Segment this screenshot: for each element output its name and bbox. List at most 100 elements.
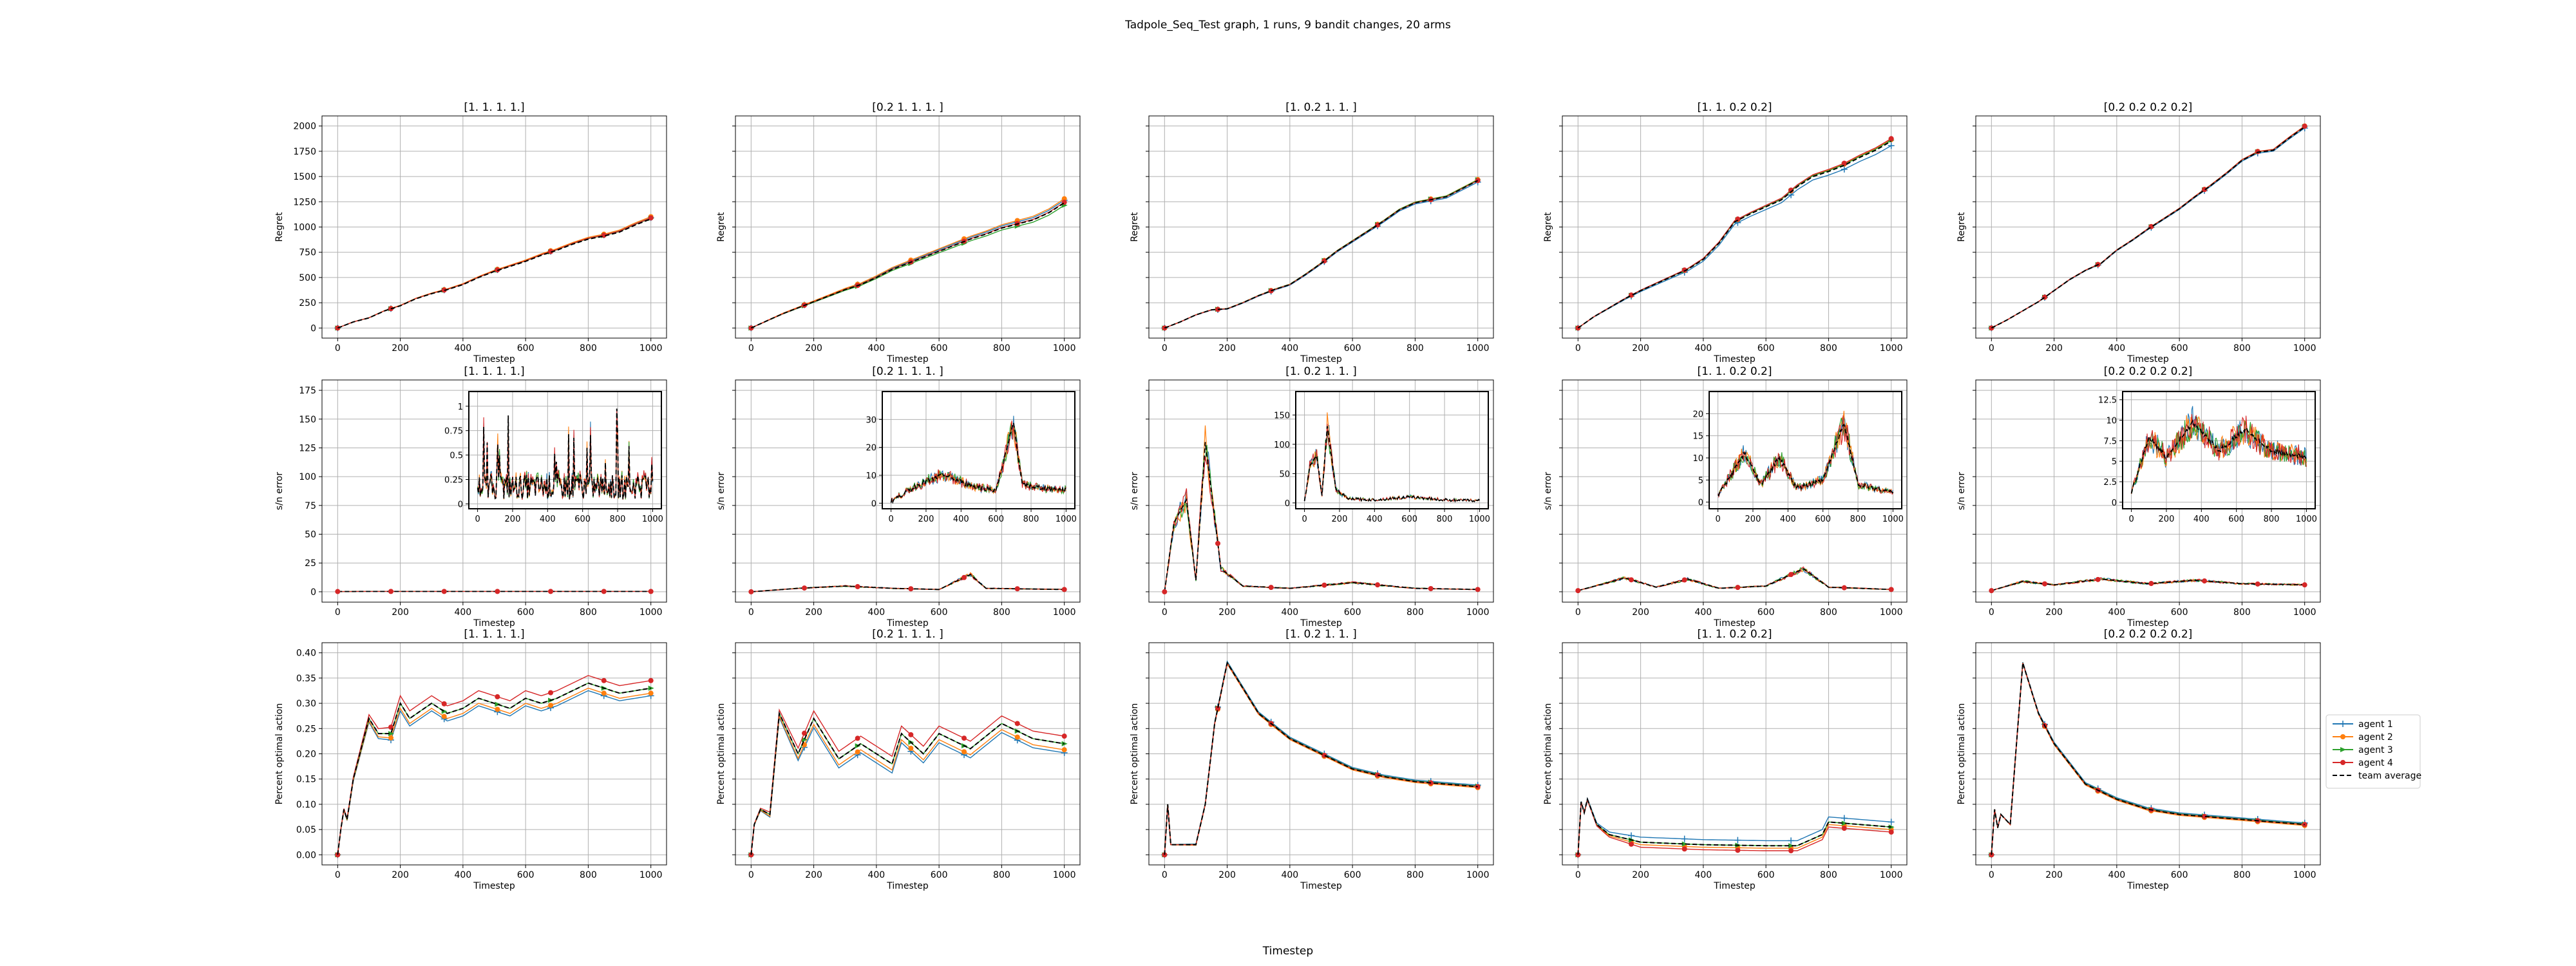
- panel-r2-c1-series-agent-4-marker: [441, 589, 447, 594]
- panel-r3-c2-series-agent-2-marker: [1061, 747, 1067, 753]
- panel-r2-c1-inset-y-tick-label: 1: [458, 402, 463, 412]
- panel-r2-c4-y-label: s/n error: [1543, 472, 1553, 510]
- panel-r2-c2-x-label: Timestep: [886, 618, 929, 629]
- panel-r3-c1-x-tick-label: 800: [580, 870, 597, 880]
- panel-r3-c2-series-agent-2-marker: [1014, 734, 1020, 740]
- panel-r3-c4-x-tick-label: 200: [1632, 870, 1649, 880]
- panel-r3-c1-series-team-average: [337, 682, 651, 855]
- panel-r2-c3-inset-y-tick-label: 100: [1274, 440, 1290, 450]
- panel-r2-c2-inset-x-tick-label: 200: [918, 515, 934, 524]
- panel-r1-c1-y-tick-label: 1500: [293, 172, 316, 182]
- panel-r3-c2-series-agent-3-marker: [802, 737, 808, 743]
- panel-r2-c4-inset-series-agent-4: [1718, 415, 1893, 498]
- panel-r3-c4-y-label: Percent optimal action: [1543, 703, 1553, 805]
- legend-marker-1: [2340, 721, 2346, 727]
- panel-r1-c2-y-label: Regret: [716, 212, 726, 242]
- panel-r2-c4-inset-y-tick-label: 5: [1698, 476, 1703, 486]
- panel-r2-c3-inset-y-tick-label: 50: [1279, 469, 1290, 479]
- panel-r3-c2-x-tick-label: 600: [931, 870, 948, 880]
- panel-r2-c5-inset-y-tick-label: 2.5: [2103, 478, 2117, 488]
- panel-r1-c1-x-tick-label: 400: [454, 343, 471, 354]
- panel-r2-c5-inset-y-tick-label: 12.5: [2098, 396, 2117, 406]
- panel-r2-c4-inset-y-tick-label: 15: [1692, 432, 1703, 442]
- panel-r3-c2-series-agent-2-marker: [908, 745, 914, 751]
- panel-r3-c2-x-tick-label: 800: [993, 870, 1010, 880]
- panel-r1-c4-series-agent-4-marker: [1681, 267, 1687, 273]
- panel-r2-c1-inset-y-tick-label: 0.5: [450, 451, 463, 461]
- panel-r1-c1-y-tick-label: 2000: [293, 122, 316, 132]
- panel-r2-c2-y-label: s/n error: [716, 472, 726, 510]
- panel-r3-c2-x-tick-label: 0: [748, 870, 754, 880]
- panel-r3-c1-series-agent-4-marker: [441, 701, 447, 706]
- panel-r2-c1-inset-y-tick-label: 0: [458, 500, 463, 509]
- legend-label-5: team average: [2358, 771, 2421, 781]
- panel-r2-c5-series-agent-4-marker: [2148, 581, 2154, 587]
- panel-r1-c5-y-label: Regret: [1956, 212, 1967, 242]
- panel-r3-c5-y-label: Percent optimal action: [1956, 703, 1967, 805]
- panel-r2-c4-x-tick-label: 600: [1757, 607, 1775, 618]
- panel-r3-c5-x-tick-label: 400: [2108, 870, 2125, 880]
- panel-r3-c1-y-tick-label: 0.30: [296, 699, 316, 709]
- panel-r3-c4-series-agent-4-marker: [1788, 848, 1794, 854]
- panel-r3-c4-series-agent-3-marker: [1841, 820, 1848, 826]
- panel-r2-c1-inset-x-tick-label: 200: [505, 515, 521, 524]
- legend-marker-3: [2340, 747, 2346, 752]
- panel-r1-c1-y-tick-label: 1000: [293, 223, 316, 233]
- panel-r3-c1: 0 200 400 600 800 1000 0.00 0.05 0.10 0.15 0.20 0.2…: [274, 628, 667, 891]
- panel-r2-c4-series-agent-4-marker: [1575, 588, 1581, 594]
- panel-r2-c1-title: [1. 1. 1. 1.]: [464, 365, 524, 378]
- panel-r1-c1-y-tick-label: 1250: [293, 197, 316, 207]
- panel-r1-c1-series-agent-4-marker: [548, 249, 554, 254]
- panel-r3-c1-frame: [321, 642, 667, 866]
- panel-r2-c1-series-agent-4-marker: [648, 589, 654, 594]
- panel-r1-c2-x-tick-label: 400: [867, 343, 885, 354]
- panel-r3-c2-series-agent-4-marker: [908, 732, 914, 737]
- panel-r1-c5-series-agent-4-marker: [2302, 123, 2307, 129]
- panel-r2-c1-x-label: Timestep: [473, 618, 515, 629]
- panel-r3-c4-series-agent-1-marker: [1681, 835, 1688, 842]
- panel-r2-c5-inset: 0 200 400 600 800 1000 0 2.5 5 7.5 10 12.5: [2098, 391, 2317, 524]
- panel-r2-c2-series-agent-4-marker: [908, 586, 914, 592]
- panel-r2-c5-series-agent-4-marker: [2202, 578, 2208, 584]
- panel-r2-c5-x-tick-label: 800: [2233, 607, 2251, 618]
- panel-r1-c3-series-team-average: [1164, 180, 1479, 329]
- panel-r2-c2-series-agent-4-marker: [748, 589, 754, 594]
- panel-r2-c1-frame: [321, 379, 667, 603]
- panel-r3-c3-series-agent-4-marker: [1321, 752, 1327, 758]
- panel-r1-c5-x-tick-label: 0: [1989, 343, 1994, 354]
- panel-r2-c3-series-agent-4-marker: [1268, 585, 1274, 591]
- panel-r3-c3-frame: [1148, 642, 1494, 866]
- panel-r1-c5-x-tick-label: 400: [2108, 343, 2125, 354]
- panel-r2-c3-x-tick-label: 1000: [1466, 607, 1490, 618]
- panel-r1-c5-series-agent-4-marker: [2202, 187, 2208, 193]
- panel-r3-c3-series-agent-4-marker: [1375, 772, 1381, 778]
- panel-r2-c1-inset-series-team-average: [477, 408, 654, 500]
- panel-r1-c1-y-label: Regret: [274, 212, 285, 242]
- panel-r1-c2-x-tick-label: 1000: [1053, 343, 1076, 354]
- panel-r1-c5-x-tick-label: 800: [2233, 343, 2251, 354]
- panel-r2-c5-inset-x-tick-label: 800: [2264, 515, 2280, 524]
- panel-r2-c3-frame: [1148, 379, 1494, 603]
- panel-r2-c4: 0 200 400 600 800 1000[1. 1. 0.2 0.2]Timestep…: [1543, 365, 1908, 629]
- panel-r3-c5-title: [0.2 0.2 0.2 0.2]: [2104, 628, 2193, 641]
- panel-r3-c2-series-agent-1: [750, 715, 1065, 855]
- panel-r2-c4-series-agent-4-marker: [1841, 585, 1847, 591]
- panel-r3-c4-series-agent-4-marker: [1888, 829, 1894, 835]
- panel-r2-c1-x-tick-label: 200: [392, 607, 409, 618]
- panel-r1-c5-x-tick-label: 600: [2171, 343, 2188, 354]
- panel-r3-c3-x-tick-label: 400: [1281, 870, 1298, 880]
- panel-r3-c2: 0 200 400 600 800 1000 [0.2 1. 1. 1. ] Timestep…: [716, 628, 1081, 891]
- panel-r3-c3-y-label: Percent optimal action: [1130, 703, 1140, 805]
- panel-r3-c4-series-agent-3-marker: [1888, 824, 1895, 830]
- panel-r3-c5-series-agent-4-marker: [2202, 813, 2208, 819]
- panel-r2-c3: 0 200 400 600 800 1000[1. 0.2 1. 1. ]Timestep…: [1130, 365, 1494, 629]
- panel-r3-c2-series-team-average: [750, 711, 1065, 855]
- panel-r3-c2-x-label: Timestep: [886, 881, 929, 891]
- panel-r2-c1-inset: 0 200 400 600 800 1000 0 0.25 0.5 0.75 1: [444, 391, 663, 524]
- panel-r1-c4-x-label: Timestep: [1713, 354, 1756, 365]
- panel-r3-c3-x-tick-label: 600: [1344, 870, 1361, 880]
- panel-r2-c4-inset-x-tick-label: 600: [1815, 515, 1831, 524]
- panel-r2-c2-inset-frame: [882, 391, 1075, 509]
- panel-r1-c1-y-tick-label: 500: [299, 273, 316, 283]
